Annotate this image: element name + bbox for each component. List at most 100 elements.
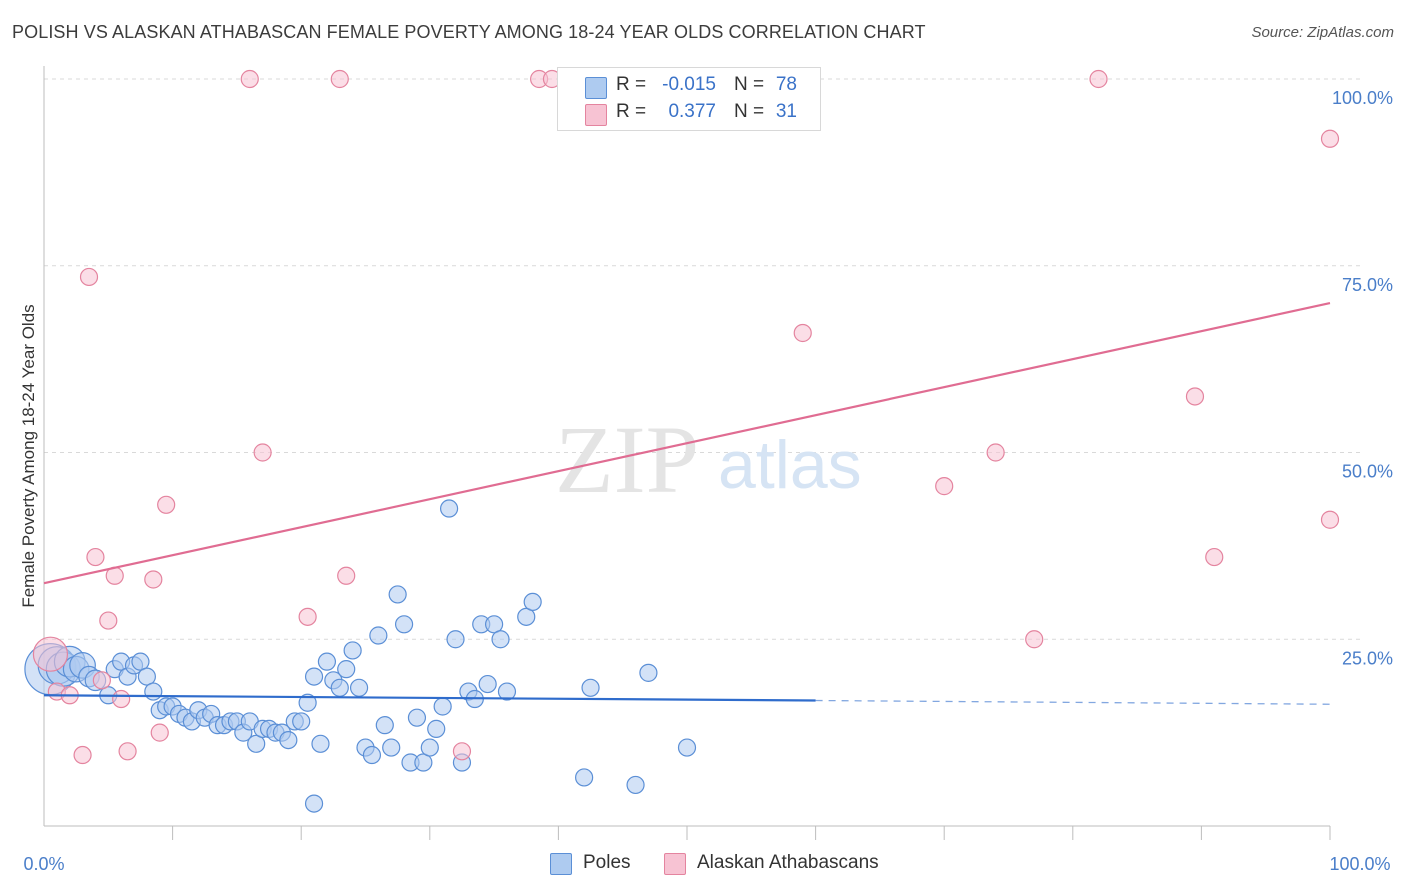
watermark-atlas: atlas <box>718 427 862 503</box>
poles-point[interactable] <box>298 693 317 712</box>
poles-point[interactable] <box>137 667 156 686</box>
athabascan-point[interactable] <box>1089 69 1108 89</box>
athabascan-point[interactable] <box>1205 547 1224 567</box>
poles-point[interactable] <box>407 708 427 727</box>
athabascan-point[interactable] <box>793 323 812 343</box>
athabascan-point[interactable] <box>1185 387 1205 406</box>
athabascan-point[interactable] <box>32 636 69 672</box>
poles-legend-icon <box>550 853 572 875</box>
poles-point[interactable] <box>317 652 337 671</box>
athabascan-point[interactable] <box>986 443 1005 462</box>
poles-trend-line <box>43 694 816 702</box>
y-tick-label: 100.0% <box>1332 88 1393 108</box>
athabascan-point[interactable] <box>935 477 954 496</box>
poles-point[interactable] <box>311 734 330 753</box>
legend-item-poles[interactable]: Poles <box>550 852 650 876</box>
poles-trend-extension <box>815 699 1331 705</box>
athabascan-point[interactable] <box>73 745 92 765</box>
poles-point[interactable] <box>369 626 388 645</box>
athabascan-point[interactable] <box>157 495 176 514</box>
poles-point[interactable] <box>523 592 542 612</box>
poles-point[interactable] <box>394 615 414 634</box>
y-axis-tick-labels: 25.0% 50.0% 75.0% 100.0% <box>1332 88 1393 668</box>
athabascan-point[interactable] <box>86 547 105 567</box>
poles-point[interactable] <box>349 678 369 697</box>
poles-point[interactable] <box>420 738 439 757</box>
r-value: 0.377 <box>668 101 716 122</box>
poles-point[interactable] <box>446 630 465 649</box>
athabascan-point[interactable] <box>1025 630 1044 649</box>
poles-point[interactable] <box>491 630 510 649</box>
poles-point[interactable] <box>337 660 356 679</box>
poles-point[interactable] <box>343 641 362 660</box>
athabascan-point[interactable] <box>1320 510 1340 529</box>
athabascan-legend-icon <box>664 853 686 875</box>
y-tick-label: 25.0% <box>1342 648 1393 668</box>
legend-item-athabascans[interactable]: Alaskan Athabascans <box>664 852 904 876</box>
n-value: 31 <box>775 101 797 122</box>
athabascan-swatch-icon <box>585 104 607 126</box>
r-label: R = <box>616 101 647 122</box>
athabascan-point[interactable] <box>452 742 472 761</box>
athabascan-point[interactable] <box>99 611 118 630</box>
poles-point[interactable] <box>375 716 394 735</box>
athabascan-point[interactable] <box>240 69 259 89</box>
poles-point[interactable] <box>362 745 382 765</box>
poles-point[interactable] <box>382 738 401 757</box>
data-points <box>24 69 1340 813</box>
athabascan-point[interactable] <box>92 671 111 690</box>
x-tick-label-max: 100.0% <box>1329 854 1390 874</box>
gridlines <box>44 78 1360 640</box>
y-tick-label: 50.0% <box>1342 462 1393 482</box>
poles-point[interactable] <box>247 734 266 753</box>
athabascan-point[interactable] <box>79 267 99 287</box>
poles-swatch-icon <box>585 77 607 99</box>
poles-point[interactable] <box>144 682 163 701</box>
athabascan-point[interactable] <box>330 69 349 89</box>
stats-row-poles: R = -0.015 N = 78 <box>558 74 820 100</box>
y-axis-title: Female Poverty Among 18-24 Year Olds <box>19 304 38 607</box>
poles-point[interactable] <box>517 607 536 626</box>
athabascan-point[interactable] <box>298 607 317 626</box>
poles-point[interactable] <box>279 730 298 750</box>
athabascan-point[interactable] <box>112 689 131 709</box>
poles-point[interactable] <box>677 738 697 757</box>
n-label: N = <box>734 101 765 122</box>
poles-point[interactable] <box>439 499 459 518</box>
chart-source: Source: ZipAtlas.com <box>1251 24 1394 41</box>
poles-point[interactable] <box>575 768 594 787</box>
poles-point[interactable] <box>497 682 517 701</box>
poles-point[interactable] <box>427 719 446 738</box>
poles-point[interactable] <box>131 652 150 671</box>
poles-point[interactable] <box>388 585 407 604</box>
chart-title: POLISH VS ALASKAN ATHABASCAN FEMALE POVE… <box>12 22 926 42</box>
athabascan-point[interactable] <box>150 723 169 742</box>
x-tick-label-min: 0.0% <box>23 854 64 874</box>
athabascan-point[interactable] <box>1320 129 1340 148</box>
watermark-zip: ZIP <box>555 406 699 513</box>
poles-point[interactable] <box>292 712 311 731</box>
poles-point[interactable] <box>626 775 645 795</box>
legend-label-athabascans: Alaskan Athabascans <box>697 852 879 873</box>
athabascan-point[interactable] <box>118 742 137 761</box>
poles-point[interactable] <box>485 615 504 634</box>
n-value: 78 <box>775 74 797 95</box>
athabascan-point[interactable] <box>253 443 272 462</box>
poles-point[interactable] <box>478 674 497 694</box>
trend-lines <box>43 302 1331 705</box>
r-value: -0.015 <box>662 74 716 95</box>
poles-point[interactable] <box>304 794 324 813</box>
n-label: N = <box>734 74 765 95</box>
poles-point[interactable] <box>639 663 658 682</box>
stats-row-athabascans: R = 0.377 N = 31 <box>558 101 820 127</box>
stats-legend: R = -0.015 N = 78 R = 0.377 N = 31 <box>557 67 821 131</box>
poles-point[interactable] <box>433 697 452 716</box>
poles-point[interactable] <box>581 678 600 697</box>
athabascan-point[interactable] <box>337 566 356 585</box>
y-tick-label: 75.0% <box>1342 275 1393 295</box>
poles-point[interactable] <box>304 667 324 686</box>
poles-point[interactable] <box>330 678 349 697</box>
athabascan-point[interactable] <box>144 570 163 589</box>
poles-point[interactable] <box>414 753 433 772</box>
